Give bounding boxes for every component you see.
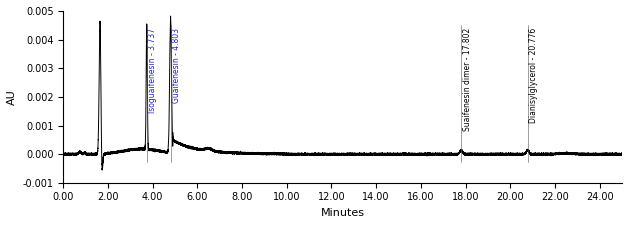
X-axis label: Minutes: Minutes: [321, 208, 365, 218]
Text: Suaifenesin dimer - 17.802: Suaifenesin dimer - 17.802: [463, 28, 472, 131]
Text: Dianisylglycerol - 20.776: Dianisylglycerol - 20.776: [529, 28, 538, 123]
Text: Guaifenesin - 4.803: Guaifenesin - 4.803: [172, 28, 181, 103]
Text: Isoguaifenesin - 3.737: Isoguaifenesin - 3.737: [148, 28, 157, 113]
Y-axis label: AU: AU: [7, 89, 17, 105]
